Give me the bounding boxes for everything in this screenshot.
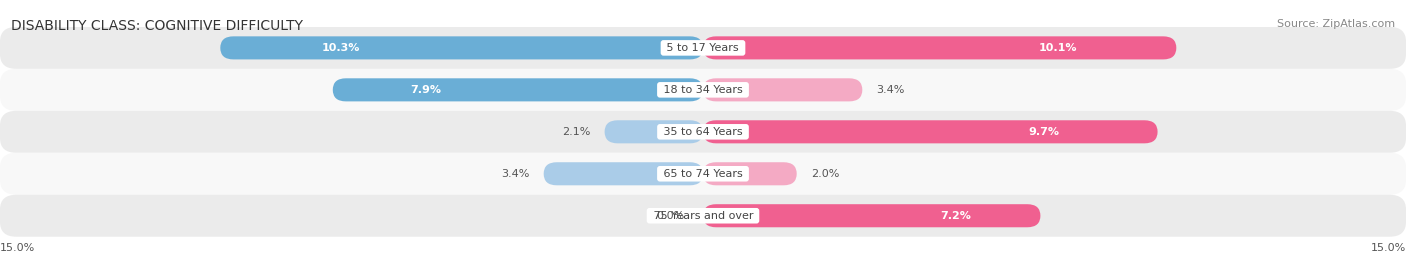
FancyBboxPatch shape	[0, 153, 1406, 195]
FancyBboxPatch shape	[703, 78, 862, 101]
Text: 15.0%: 15.0%	[1371, 243, 1406, 253]
FancyBboxPatch shape	[333, 78, 703, 101]
FancyBboxPatch shape	[703, 162, 797, 185]
Text: 75 Years and over: 75 Years and over	[650, 211, 756, 221]
FancyBboxPatch shape	[544, 162, 703, 185]
Text: 2.1%: 2.1%	[562, 127, 591, 137]
FancyBboxPatch shape	[0, 111, 1406, 153]
FancyBboxPatch shape	[703, 120, 1157, 143]
FancyBboxPatch shape	[0, 69, 1406, 111]
Text: 65 to 74 Years: 65 to 74 Years	[659, 169, 747, 179]
Text: 3.4%: 3.4%	[876, 85, 905, 95]
FancyBboxPatch shape	[605, 120, 703, 143]
Text: 7.2%: 7.2%	[941, 211, 972, 221]
Text: 7.9%: 7.9%	[409, 85, 441, 95]
FancyBboxPatch shape	[0, 195, 1406, 237]
FancyBboxPatch shape	[0, 27, 1406, 69]
Text: 5 to 17 Years: 5 to 17 Years	[664, 43, 742, 53]
FancyBboxPatch shape	[703, 204, 1040, 227]
Text: Source: ZipAtlas.com: Source: ZipAtlas.com	[1277, 19, 1395, 29]
Text: 3.4%: 3.4%	[501, 169, 530, 179]
FancyBboxPatch shape	[221, 36, 703, 59]
Text: 9.7%: 9.7%	[1028, 127, 1060, 137]
Text: 10.1%: 10.1%	[1039, 43, 1077, 53]
Text: 10.3%: 10.3%	[322, 43, 360, 53]
Text: 18 to 34 Years: 18 to 34 Years	[659, 85, 747, 95]
Text: 35 to 64 Years: 35 to 64 Years	[659, 127, 747, 137]
FancyBboxPatch shape	[703, 36, 1177, 59]
Text: 2.0%: 2.0%	[811, 169, 839, 179]
Text: 15.0%: 15.0%	[0, 243, 35, 253]
Text: 0.0%: 0.0%	[657, 211, 685, 221]
Text: DISABILITY CLASS: COGNITIVE DIFFICULTY: DISABILITY CLASS: COGNITIVE DIFFICULTY	[11, 19, 304, 33]
